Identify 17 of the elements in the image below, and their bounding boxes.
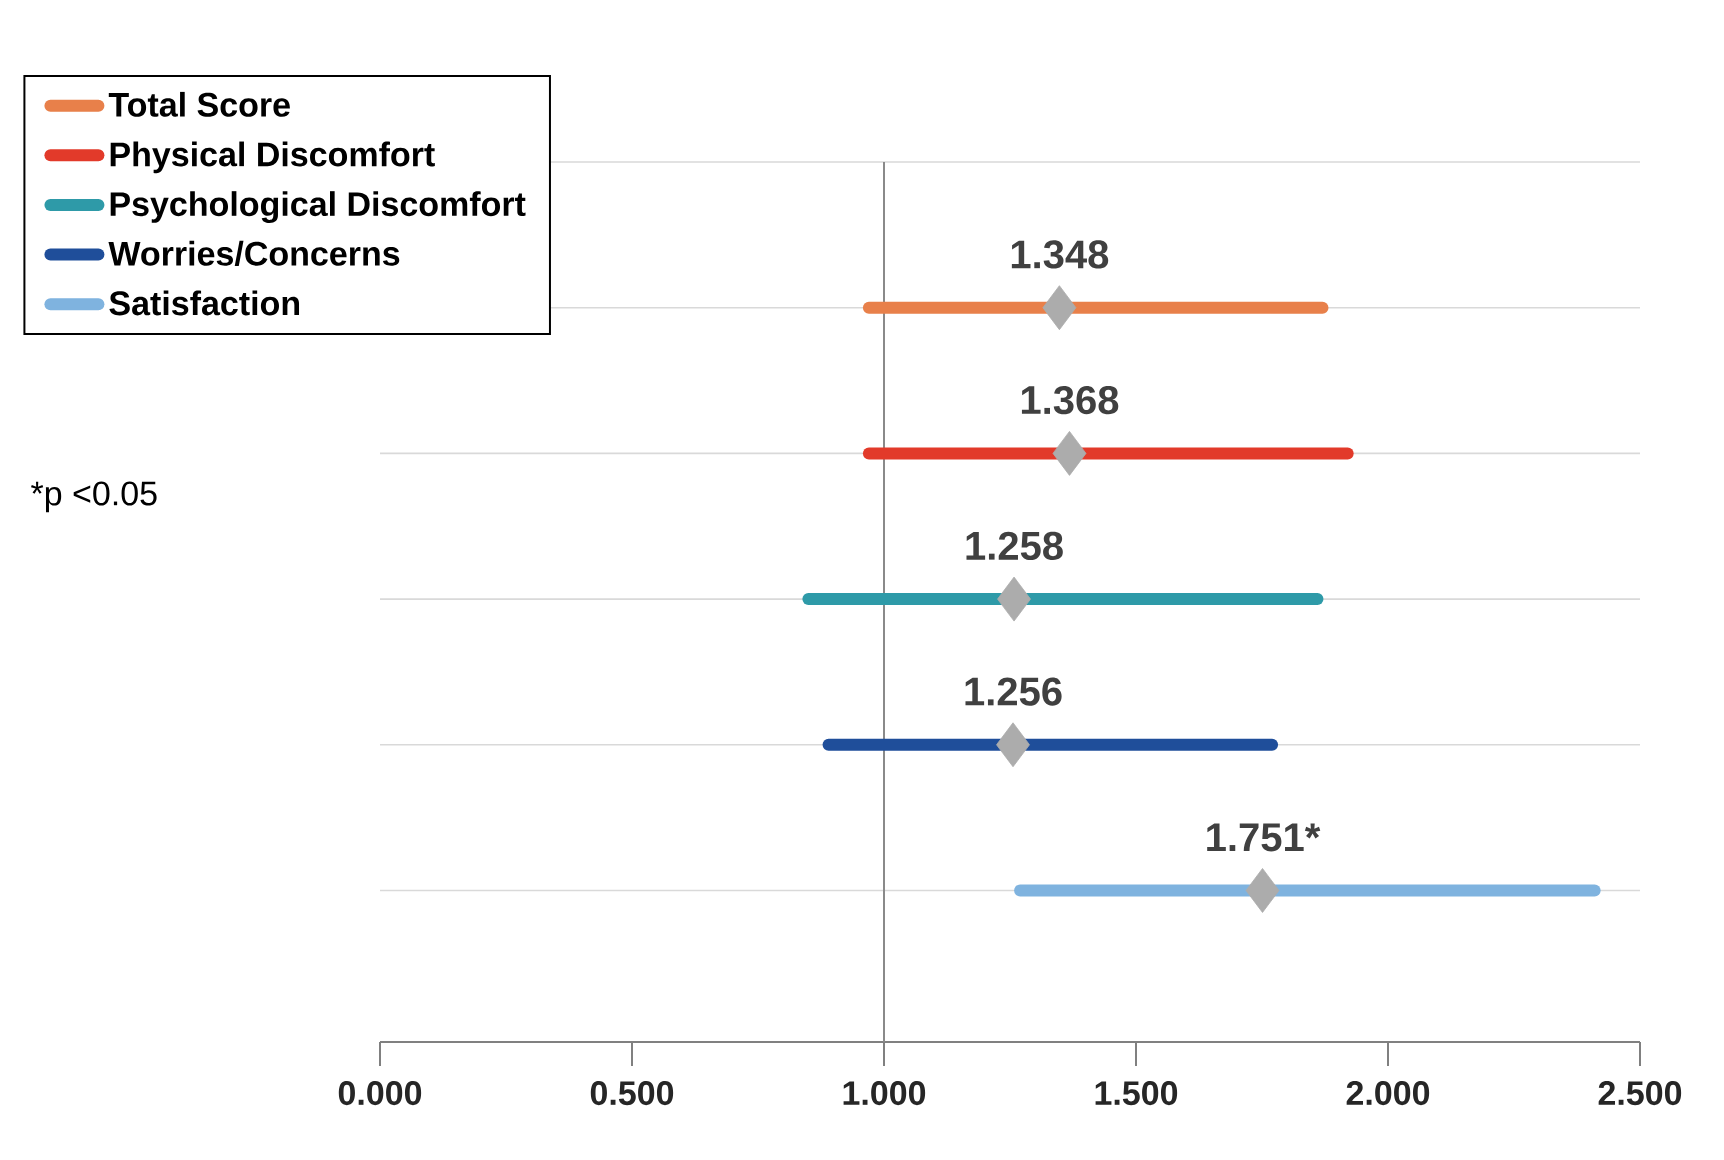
legend-label: Psychological Discomfort [110,191,526,224]
data-label: 1.258 [966,531,1063,560]
data-label: 1.348 [1011,240,1109,269]
x-tick-label: 2.000 [1346,1081,1430,1106]
x-tick-label: 2.500 [1598,1081,1682,1106]
x-tick-label: 0.000 [338,1081,422,1106]
text: *p <0.05 [31,481,157,513]
legend-label: Physical Discomfort [110,141,435,174]
data-label: 1.368 [1021,385,1119,415]
data-label: 1.751* [1207,823,1321,852]
legend-label: Worries/Concerns [108,240,400,267]
data-label: 1.256 [965,677,1062,706]
x-tick-label: 0.500 [590,1081,674,1106]
legend-label: Total Score [108,91,290,117]
x-tick-label: 1.000 [843,1081,926,1106]
legend-label: Satisfaction [109,290,300,316]
x-tick-label: 1.500 [1095,1081,1178,1106]
